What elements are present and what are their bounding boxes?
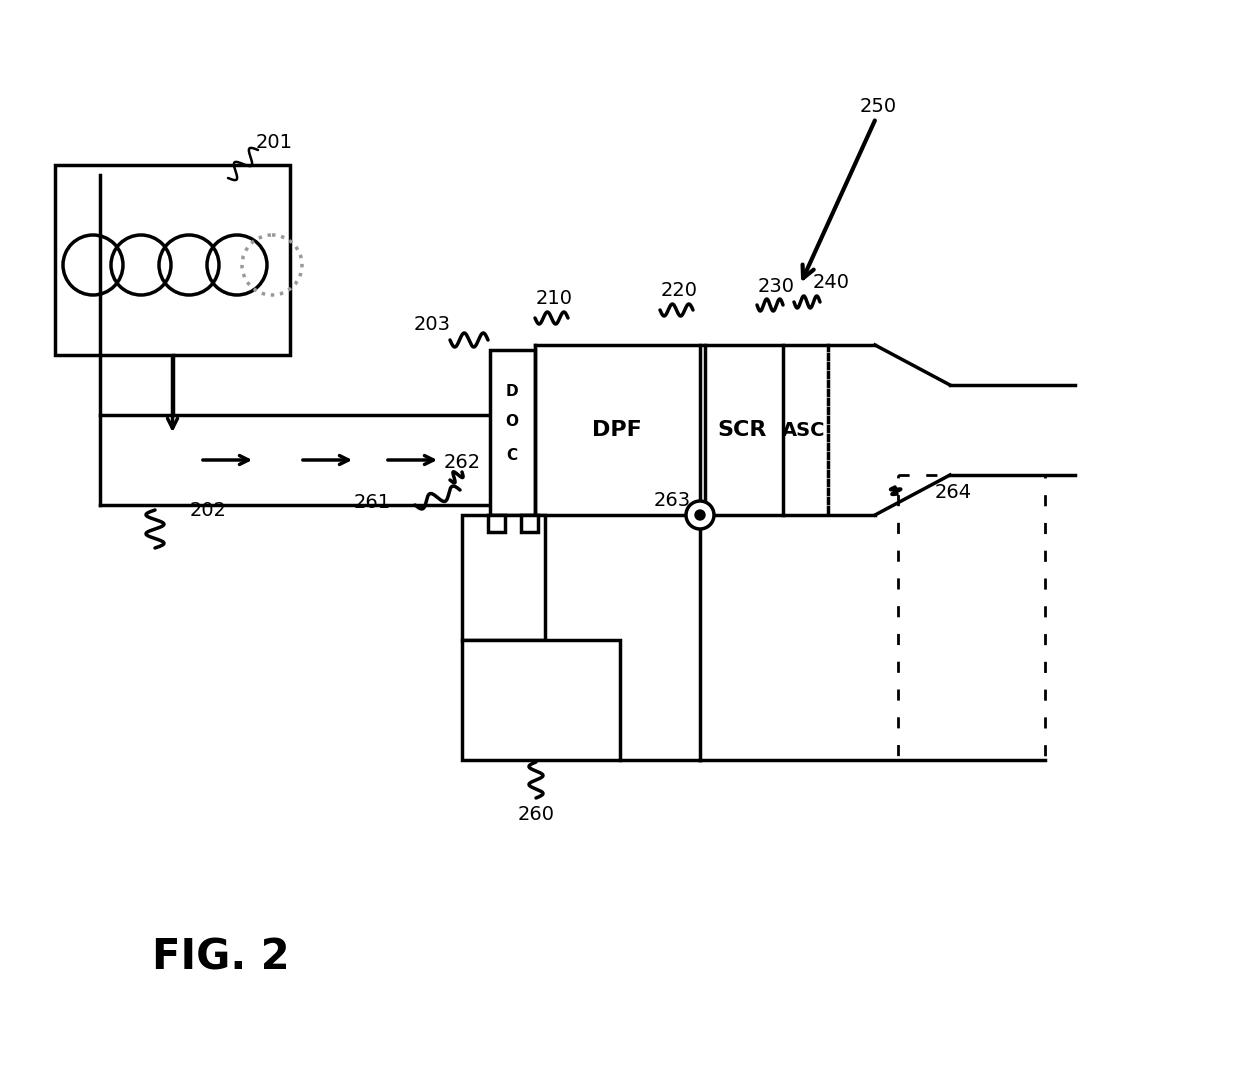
Text: 203: 203	[413, 315, 450, 335]
Bar	[489, 515, 505, 532]
Bar	[898, 475, 1045, 760]
Text: 260: 260	[517, 806, 554, 824]
Text: O: O	[506, 415, 518, 430]
Text: 250: 250	[859, 97, 897, 117]
Text: 210: 210	[536, 288, 573, 308]
Bar	[463, 515, 546, 640]
Text: D: D	[506, 384, 518, 400]
Text: 263: 263	[653, 490, 691, 510]
Text: 202: 202	[190, 500, 227, 519]
Text: 261: 261	[353, 494, 391, 513]
Text: 264: 264	[935, 484, 972, 502]
Circle shape	[694, 510, 706, 519]
Circle shape	[686, 501, 714, 529]
Bar	[463, 640, 620, 760]
Text: SCR: SCR	[717, 420, 766, 440]
Text: FIG. 2: FIG. 2	[153, 937, 290, 978]
Text: 262: 262	[444, 454, 481, 473]
Text: 230: 230	[758, 276, 795, 296]
Text: ASC: ASC	[782, 420, 826, 440]
Bar	[521, 515, 538, 532]
Text: 220: 220	[661, 282, 698, 300]
Text: 201: 201	[255, 133, 293, 151]
Bar	[55, 165, 290, 355]
Text: DPF: DPF	[593, 420, 642, 440]
Text: 240: 240	[813, 273, 849, 293]
Bar	[490, 350, 534, 515]
Text: C: C	[506, 447, 517, 462]
